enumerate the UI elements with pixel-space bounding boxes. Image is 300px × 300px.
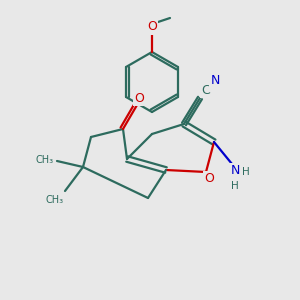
Text: H: H: [231, 181, 239, 191]
Text: N: N: [210, 74, 220, 86]
Text: CH₃: CH₃: [36, 155, 54, 165]
Text: O: O: [204, 172, 214, 185]
Text: N: N: [230, 164, 240, 178]
Text: H: H: [242, 167, 250, 177]
Text: CH₃: CH₃: [46, 195, 64, 205]
Text: C: C: [202, 83, 210, 97]
Text: O: O: [134, 92, 144, 104]
Text: O: O: [147, 20, 157, 34]
